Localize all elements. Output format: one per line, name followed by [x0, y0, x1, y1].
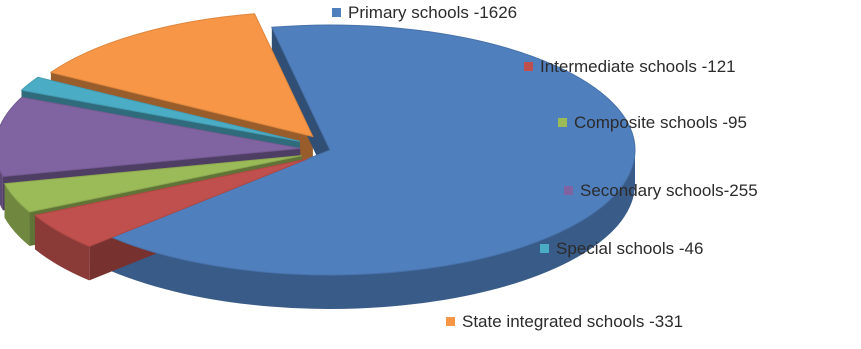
slice-side-composite-schools-0: [4, 183, 30, 246]
slice-intermediate-schools: [33, 158, 308, 247]
legend-marker-secondary-schools: [564, 186, 573, 195]
slice-wall-primary-schools-0: [271, 27, 330, 185]
legend-marker-state-integrated-schools: [446, 317, 455, 326]
legend-label-composite-schools: Composite schools -95: [574, 113, 747, 132]
pie-tops: [0, 13, 636, 276]
slice-side-primary-schools-0: [112, 150, 636, 310]
slice-side-intermediate-schools-0: [34, 215, 90, 281]
legend-label-secondary-schools: Secondary schools-255: [580, 181, 758, 200]
slice-state-integrated-schools: [49, 13, 314, 138]
legend-marker-intermediate-schools: [524, 62, 533, 71]
pie-legend: Primary schools -1626 Intermediate school…: [332, 3, 758, 331]
legend-label-intermediate-schools: Intermediate schools -121: [540, 57, 736, 76]
slice-special-schools: [20, 76, 300, 142]
slice-secondary-schools: [0, 96, 301, 177]
slice-side-secondary-schools-0: [0, 170, 3, 211]
legend-label-primary-schools: Primary schools -1626: [348, 3, 517, 22]
legend-label-special-schools: Special schools -46: [556, 239, 703, 258]
legend-label-state-integrated-schools: State integrated schools -331: [462, 312, 683, 331]
legend-marker-primary-schools: [332, 8, 341, 17]
legend-marker-special-schools: [540, 244, 549, 253]
slice-primary-schools: [110, 24, 636, 276]
slice-composite-schools: [3, 155, 302, 213]
legend-marker-composite-schools: [558, 118, 567, 127]
